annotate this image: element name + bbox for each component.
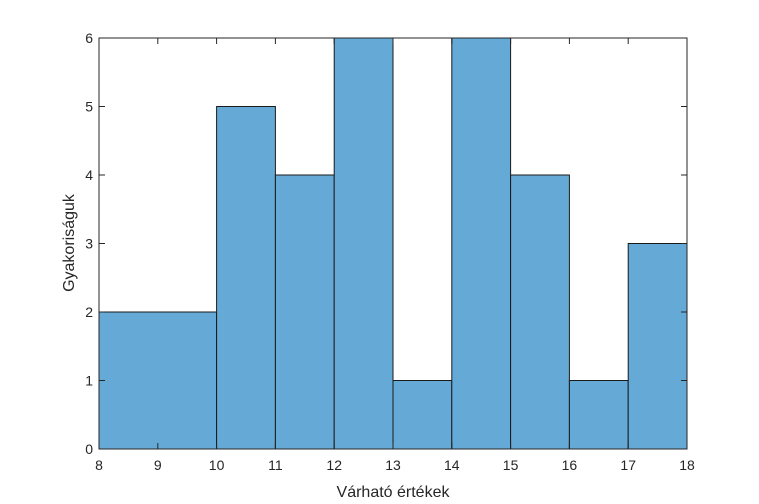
- histogram-bar-3: [333, 37, 394, 450]
- histogram-bar-7: [568, 380, 629, 450]
- y-tick-label: 0: [85, 441, 93, 457]
- y-tick-label: 2: [85, 304, 93, 320]
- x-tick-label: 17: [620, 457, 636, 473]
- x-tick-label: 12: [326, 457, 342, 473]
- y-tick-label: 1: [85, 373, 93, 389]
- histogram-bar-0: [98, 311, 218, 450]
- histogram-bar-8: [627, 243, 688, 450]
- histogram-bar-4: [392, 380, 453, 450]
- x-tick-label: 14: [444, 457, 460, 473]
- y-tick-label: 3: [85, 236, 93, 252]
- x-tick-label: 10: [209, 457, 225, 473]
- x-tick-label: 18: [679, 457, 695, 473]
- x-axis-label: Várható értékek: [337, 484, 451, 501]
- x-tick-label: 16: [562, 457, 578, 473]
- y-tick-label: 6: [85, 30, 93, 46]
- histogram-bar-2: [274, 174, 335, 450]
- y-axis-label: Gyakoriságuk: [61, 193, 78, 292]
- y-tick-label: 4: [85, 167, 93, 183]
- x-tick-label: 8: [95, 457, 103, 473]
- x-tick-label: 11: [268, 457, 283, 473]
- histogram-bar-5: [451, 37, 512, 450]
- histogram-bar-1: [216, 106, 276, 450]
- x-tick-label: 15: [503, 457, 519, 473]
- bars-layer: [98, 37, 688, 450]
- y-tick-label: 5: [85, 99, 93, 115]
- histogram-bar-6: [510, 174, 570, 450]
- x-tick-label: 13: [385, 457, 401, 473]
- x-tick-label: 9: [154, 457, 162, 473]
